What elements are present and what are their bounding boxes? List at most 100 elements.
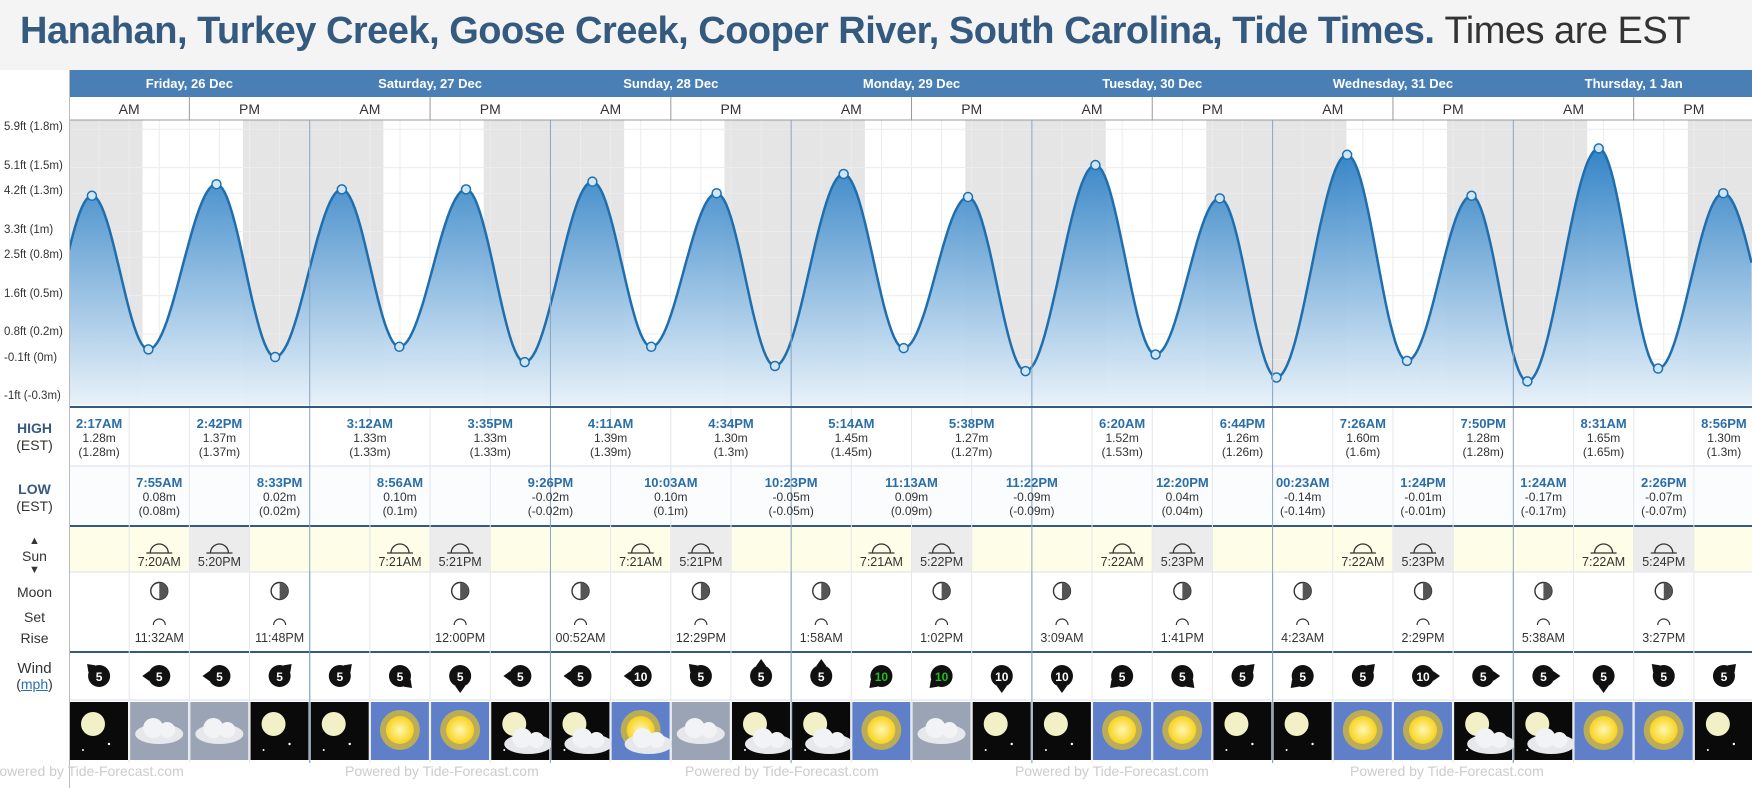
weather-moon-icon (972, 702, 1031, 760)
wind-arrow-icon (996, 686, 1007, 693)
wind-circle (930, 665, 953, 687)
low-tide-height-metric: (0.1m) (653, 504, 688, 518)
wind-circle (1351, 665, 1374, 687)
high-tide-point (1466, 190, 1477, 202)
high-tide-time: 8:56PM (1701, 416, 1747, 431)
low-tide-point (1522, 376, 1533, 387)
title-location: Hanahan, Turkey Creek, Goose Creek, Coop… (20, 10, 1435, 52)
moon-shadow (1423, 582, 1432, 600)
wind-speed: 5 (96, 670, 103, 684)
wind-indicator: 5 (1171, 665, 1195, 689)
wind-unit-link[interactable]: mph (20, 676, 49, 692)
wind-indicator: 10 (929, 665, 953, 689)
wind-arrow-head (1290, 679, 1300, 689)
high-tide-point (1090, 159, 1101, 171)
low-tide-point (269, 351, 281, 363)
wind-arrow-head (688, 663, 698, 673)
high-tide-time: 2:42PM (197, 416, 243, 431)
low-tide-point (1020, 365, 1031, 377)
high-tide-point (336, 184, 348, 195)
weather-cloudy-icon (671, 702, 730, 760)
wind-arrow-head (1185, 679, 1195, 689)
sun-disc (1108, 716, 1137, 744)
weather-moon-icon (1694, 702, 1752, 760)
wind-arrow-head (1056, 686, 1067, 693)
high-tide-time: 3:12AM (347, 416, 393, 431)
low-tide-time: 10:03AM (644, 475, 697, 490)
sunrise-time: 7:21AM (860, 555, 903, 569)
wind-indicator: 10 (990, 665, 1013, 693)
high-tide-height: 1.39m (594, 431, 627, 445)
weather-sunny-icon (431, 702, 490, 760)
sunrise-time: 7:20AM (138, 555, 181, 569)
star (1010, 742, 1013, 746)
sun-label: Sun (22, 548, 47, 564)
wind-arrow-head (1246, 663, 1255, 673)
wind-arrow-head (1553, 671, 1561, 681)
wind-speed: 5 (1179, 670, 1186, 684)
wind-indicator: 10 (1412, 665, 1441, 687)
low-tide-height: -0.05m (772, 490, 809, 504)
sun-disc (1589, 716, 1618, 744)
low-tide-height-metric: (-0.17m) (1521, 504, 1566, 518)
low-tide-height: -0.17m (1525, 490, 1562, 504)
wind-indicator: 10 (623, 665, 652, 687)
wind-circle (810, 665, 833, 687)
cloud (219, 722, 236, 738)
high-tide-point (838, 168, 849, 180)
high-tide-point (211, 178, 222, 190)
wind-circle (1231, 665, 1254, 687)
high-tide-time: 7:50PM (1460, 416, 1506, 431)
wind-arrow-icon (1366, 663, 1375, 673)
wind-speed: 5 (758, 670, 765, 684)
wind-arrow-icon (1598, 686, 1609, 693)
low-tide-height: -0.02m (532, 490, 569, 504)
cloud (925, 718, 946, 738)
y-tick-label: 3.3ft (1m) (4, 223, 54, 236)
weather-moon-icon (250, 702, 309, 760)
wind-speed: 5 (457, 670, 464, 684)
wind-indicator: 10 (869, 665, 893, 689)
star (288, 742, 291, 746)
high-tide-height-metric: (1.27m) (951, 445, 992, 459)
low-tide-time: 1:24PM (1400, 475, 1446, 490)
cloud (512, 728, 533, 748)
high-tide-time: 6:20AM (1099, 416, 1145, 431)
sunrise-time: 7:22AM (1101, 555, 1144, 569)
weather-sunny-icon (1153, 702, 1212, 760)
wind-arrow-icon (1493, 671, 1501, 681)
sunset-time: 5:22PM (920, 555, 963, 569)
weather-moon-icon (1213, 702, 1272, 760)
wind-arrow-head (343, 663, 352, 673)
cloud (941, 722, 958, 738)
pm-label: PM (1202, 101, 1223, 117)
moon-set-time: 11:32AM (135, 631, 184, 645)
low-tide-time: 10:23PM (765, 475, 818, 490)
wind-indicator: 5 (388, 665, 413, 689)
star (107, 742, 111, 746)
weather-moon-icon (1032, 702, 1091, 760)
low-tide-point (1652, 363, 1664, 374)
sunrise-icon (390, 543, 410, 554)
weather-cloudy-icon (912, 702, 971, 760)
moon-rise-icon (1536, 618, 1551, 626)
wind-arrow-icon (343, 663, 352, 673)
moon-rise-time: 11:48PM (255, 631, 304, 645)
moon-set-time: 12:00PM (435, 631, 485, 645)
moon-shadow (941, 582, 951, 600)
moon-disc (81, 712, 105, 736)
moon-shadow (821, 582, 830, 600)
moon-set-time: 1:02PM (920, 631, 963, 645)
am-label: AM (119, 101, 140, 117)
cloud (588, 732, 605, 748)
wind-arrow-icon (403, 679, 413, 689)
wind-speed: 5 (1660, 670, 1667, 684)
sun-disc (1168, 716, 1197, 744)
wind-indicator: 5 (1351, 663, 1375, 687)
wind-speed: 5 (1480, 670, 1487, 684)
wind-arrow-head (1493, 671, 1501, 681)
cloud (1535, 728, 1556, 748)
low-tide-height: 0.09m (895, 490, 928, 504)
wind-circle (870, 665, 893, 687)
moon-set-icon (935, 618, 949, 626)
